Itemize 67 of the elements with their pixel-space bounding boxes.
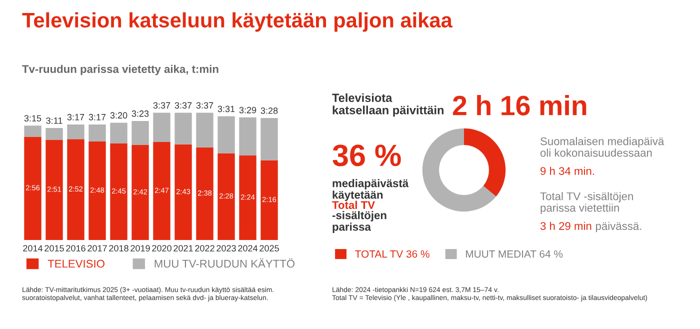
text: 9 h 34 min. bbox=[540, 166, 594, 175]
bar bbox=[153, 142, 170, 240]
legend-label: TELEVISIO bbox=[48, 260, 104, 268]
x-tick-label: 2020 bbox=[152, 245, 172, 252]
total-label: 3:37 bbox=[153, 102, 170, 109]
legend-label: MUU TV-RUUDUN KÄYTTÖ bbox=[154, 258, 295, 268]
bar bbox=[110, 143, 128, 240]
bar bbox=[132, 144, 149, 240]
bar bbox=[174, 144, 192, 240]
x-tick-label: 2014 bbox=[23, 245, 43, 252]
x-tick-label: 2019 bbox=[130, 245, 150, 252]
bar bbox=[46, 140, 63, 240]
bar bbox=[153, 112, 170, 142]
total-label: 3:31 bbox=[218, 106, 235, 112]
bar bbox=[239, 117, 256, 156]
x-tick-label: 2025 bbox=[260, 245, 279, 252]
bar bbox=[46, 128, 63, 140]
total-label: 3:29 bbox=[239, 106, 256, 114]
x-tick-label: 2024 bbox=[238, 245, 258, 252]
chart-title: Television katseluun käytetään paljon aikaa bbox=[22, 12, 452, 32]
bar bbox=[67, 124, 84, 140]
legend-label: MUUT MEDIAT 64 % bbox=[466, 250, 563, 258]
bar bbox=[218, 153, 235, 240]
bar bbox=[196, 112, 214, 148]
bar bbox=[24, 136, 42, 240]
bar bbox=[110, 122, 128, 144]
x-tick-label: 2023 bbox=[216, 245, 236, 252]
total-label: 3:17 bbox=[88, 114, 106, 120]
text: Total TV -sisältöjen parissa vietettiin bbox=[540, 192, 633, 214]
bar bbox=[132, 120, 149, 145]
bar bbox=[260, 118, 278, 160]
text: 36 % bbox=[332, 144, 401, 166]
total-label: 3:23 bbox=[132, 110, 149, 117]
text: päivässä. bbox=[596, 222, 642, 232]
legend-label: TOTAL TV 36 % bbox=[355, 250, 430, 258]
x-tick-label: 2018 bbox=[109, 245, 128, 252]
text: Televisiota katsellaan päivittäin bbox=[332, 93, 444, 117]
bar bbox=[88, 124, 106, 142]
bar bbox=[196, 147, 214, 240]
text: 3 h 29 min bbox=[540, 222, 592, 230]
chart-subtitle: Tv-ruudun parissa vietetty aika, t:min bbox=[22, 64, 218, 76]
bar bbox=[218, 116, 235, 154]
total-label: 3:20 bbox=[110, 112, 128, 119]
x-tick-label: 2016 bbox=[66, 245, 86, 252]
total-label: 3:15 bbox=[24, 115, 42, 122]
x-tick-label: 2015 bbox=[44, 245, 64, 252]
total-label: 3:28 bbox=[260, 107, 278, 114]
text: -sisältöjen parissa bbox=[332, 211, 386, 233]
bar bbox=[24, 126, 42, 137]
text: mediapäivästä käytetään bbox=[332, 179, 409, 201]
text: Total TV bbox=[332, 200, 375, 209]
donut-slice bbox=[464, 128, 506, 197]
text: Suomalaisen mediapäivä oli kokonaisuudessaan bbox=[540, 137, 664, 157]
x-tick-label: 2021 bbox=[174, 245, 193, 252]
x-tick-label: 2017 bbox=[88, 245, 107, 252]
text: 2 h 16 min bbox=[452, 95, 586, 116]
total-label: 3:37 bbox=[196, 102, 214, 109]
total-label: 3:17 bbox=[67, 114, 84, 120]
x-tick-label: 2022 bbox=[195, 245, 214, 252]
total-label: 3:11 bbox=[46, 117, 62, 124]
bar bbox=[239, 156, 256, 240]
bar bbox=[174, 112, 192, 144]
donut-slice bbox=[422, 128, 496, 212]
bar bbox=[260, 160, 278, 240]
total-label: 3:37 bbox=[174, 102, 192, 109]
bar bbox=[88, 141, 106, 240]
bar bbox=[67, 139, 84, 240]
